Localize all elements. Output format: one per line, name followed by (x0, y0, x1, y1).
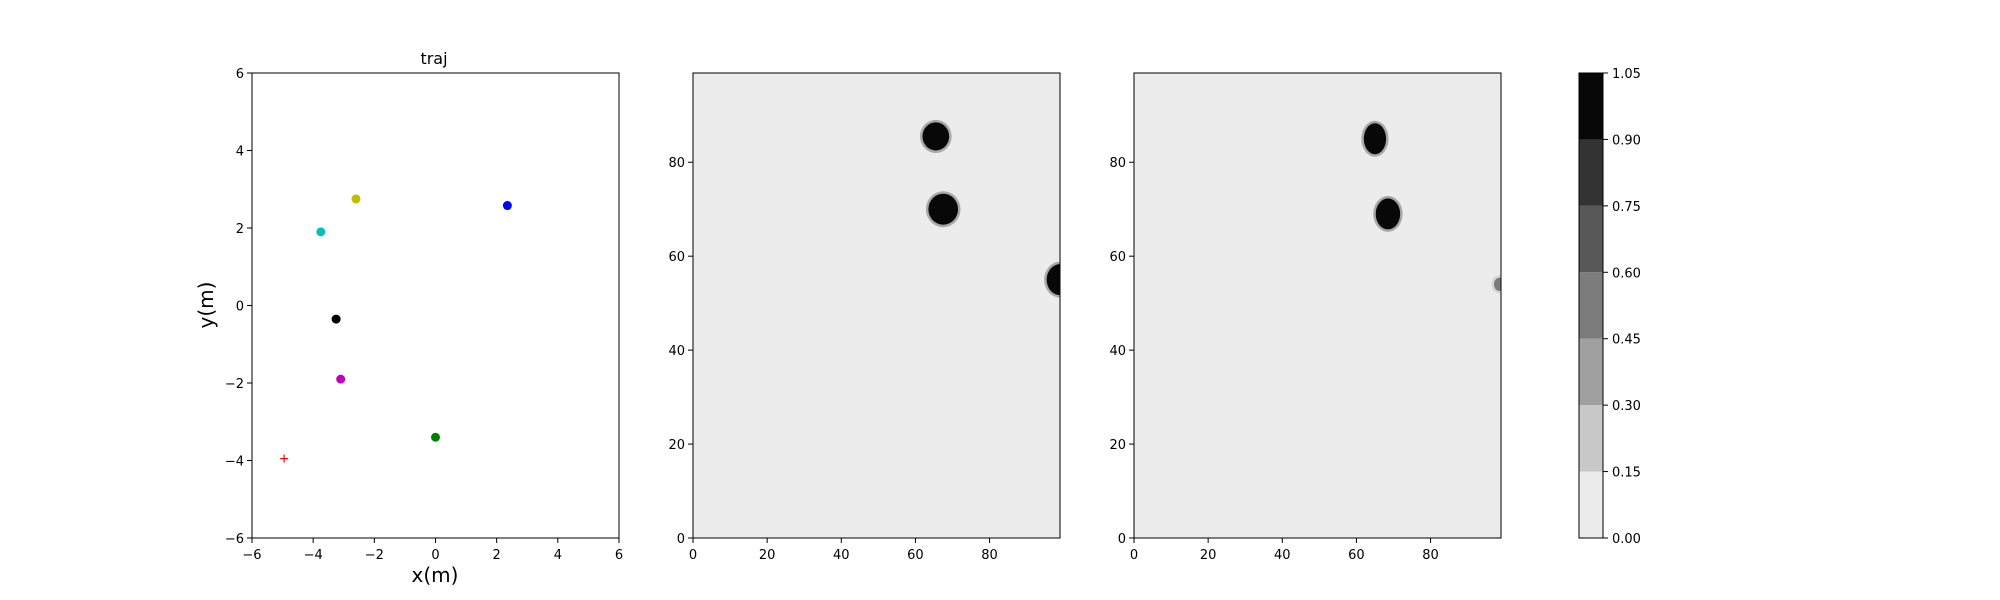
occupancy-map-panel-2: 0 20 40 60 80 0 20 40 60 80 (1109, 72, 1502, 563)
x-tick-label: 40 (833, 548, 850, 563)
agent-point (502, 201, 512, 211)
x-tick-label: 80 (1422, 548, 1439, 563)
x-axis-label: x(m) (412, 563, 459, 587)
x-tick-label: 0 (431, 548, 439, 563)
x-tick-label: 4 (554, 548, 562, 563)
start-marker (280, 454, 289, 463)
y-tick-label: 40 (668, 344, 685, 359)
map-1-x-ticks: 0 20 40 60 80 (689, 538, 998, 563)
obstacle-blob (1046, 264, 1060, 296)
colorbar-ticks: 0.00 0.15 0.30 0.45 0.60 0.75 0.90 1.05 (1603, 67, 1641, 547)
y-tick-label: −4 (225, 455, 244, 470)
blob-layer (919, 119, 1060, 298)
trajectory-plot-area (252, 73, 619, 538)
agent-point (331, 314, 341, 324)
colorbar-band (1579, 205, 1603, 273)
colorbar-tick-label: 0.75 (1612, 200, 1641, 215)
x-tick-label: 20 (1200, 548, 1217, 563)
trajectory-panel: traj −6 −4 −2 0 2 4 6 −6 −4 −2 0 2 4 6 x(m) y(m) (194, 49, 623, 587)
x-tick-label: 60 (1348, 548, 1365, 563)
y-tick-label: 80 (668, 156, 685, 171)
map-1-blobs (919, 119, 1060, 298)
y-tick-label: 0 (236, 300, 244, 315)
x-tick-label: −2 (365, 548, 384, 563)
colorbar-tick-label: 0.45 (1612, 333, 1641, 348)
x-tick-label: 80 (981, 548, 998, 563)
y-tick-label: −6 (225, 532, 244, 547)
x-tick-label: −4 (304, 548, 323, 563)
trajectory-points (280, 194, 512, 463)
x-tick-label: 6 (615, 548, 623, 563)
colorbar-tick-label: 1.05 (1612, 67, 1641, 82)
map-1-background (693, 73, 1060, 538)
map-2-y-ticks: 0 20 40 60 80 (1109, 156, 1134, 547)
y-tick-label: 20 (1109, 438, 1126, 453)
x-tick-label: −6 (242, 548, 261, 563)
map-2-blobs (1361, 120, 1501, 294)
agent-point (316, 227, 326, 237)
y-tick-label: 6 (236, 67, 244, 82)
map-2-frame (1133, 72, 1502, 539)
obstacle-blob (1493, 277, 1501, 291)
y-tick-label: 20 (668, 438, 685, 453)
agent-point (351, 194, 361, 204)
obstacle-blob (928, 193, 959, 225)
colorbar-tick-label: 0.15 (1612, 466, 1641, 481)
colorbar-bands (1579, 73, 1603, 538)
x-tick-label: 2 (493, 548, 501, 563)
obstacle-blob (1363, 123, 1387, 155)
x-tick-label: 0 (1130, 548, 1138, 563)
obstacle-blob (922, 122, 950, 151)
colorbar-tick-label: 0.90 (1612, 133, 1641, 148)
colorbar-tick-label: 0.60 (1612, 266, 1641, 281)
trajectory-x-ticks: −6 −4 −2 0 2 4 6 (242, 538, 623, 563)
colorbar: 0.00 0.15 0.30 0.45 0.60 0.75 0.90 1.05 (1578, 67, 1641, 547)
obstacle-blob (1375, 198, 1401, 230)
occupancy-map-panel-1: 0 20 40 60 80 0 20 40 60 80 (668, 72, 1061, 563)
blob-layer (1361, 120, 1501, 294)
colorbar-band (1579, 405, 1603, 472)
map-1-frame (692, 72, 1061, 539)
colorbar-tick-label: 0.00 (1612, 532, 1641, 547)
y-tick-label: 80 (1109, 156, 1126, 171)
y-axis-label: y(m) (194, 282, 218, 329)
map-2-x-ticks: 0 20 40 60 80 (1130, 538, 1439, 563)
y-tick-label: 0 (677, 532, 685, 547)
x-tick-label: 20 (759, 548, 776, 563)
agent-point (431, 432, 440, 442)
x-tick-label: 60 (907, 548, 924, 563)
y-tick-label: 60 (668, 250, 685, 265)
colorbar-band (1579, 139, 1603, 206)
y-tick-label: 2 (236, 222, 244, 237)
y-tick-label: 4 (236, 145, 244, 160)
y-tick-label: 40 (1109, 344, 1126, 359)
y-tick-label: 0 (1118, 532, 1126, 547)
x-tick-label: 0 (689, 548, 697, 563)
colorbar-band (1579, 471, 1603, 538)
map-1-y-ticks: 0 20 40 60 80 (668, 156, 693, 547)
colorbar-tick-label: 0.30 (1612, 399, 1641, 414)
colorbar-frame (1578, 72, 1604, 539)
colorbar-band (1579, 73, 1603, 140)
colorbar-band (1579, 272, 1603, 339)
y-tick-label: 60 (1109, 250, 1126, 265)
trajectory-y-ticks: −6 −4 −2 0 2 4 6 (225, 67, 252, 547)
map-2-background (1134, 73, 1501, 538)
agent-point (336, 374, 346, 384)
y-tick-label: −2 (225, 377, 244, 392)
colorbar-band (1579, 338, 1603, 406)
trajectory-title: traj (420, 49, 447, 68)
x-tick-label: 40 (1274, 548, 1291, 563)
